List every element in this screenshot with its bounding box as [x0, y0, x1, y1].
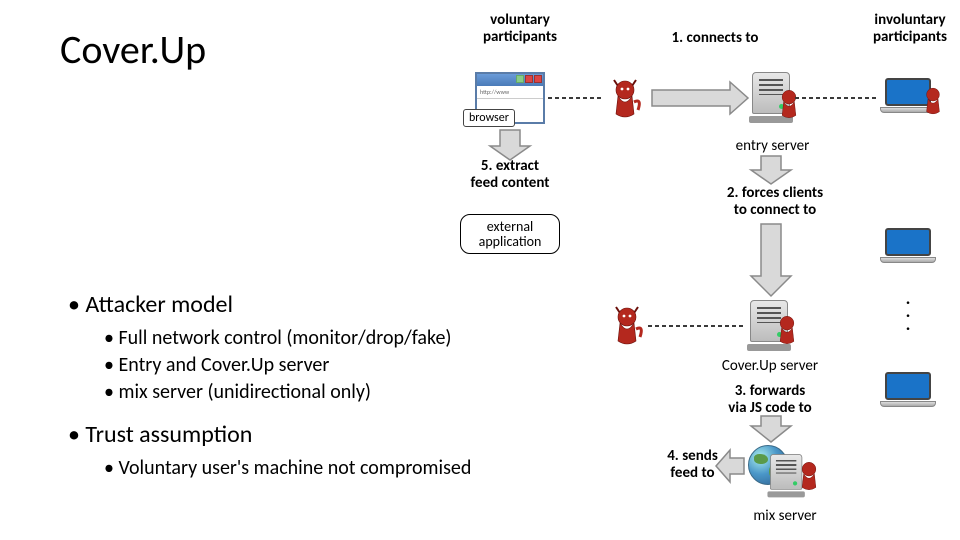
browser-label: browser [463, 109, 515, 127]
bullets-attacker: • Attacker model • Full network control … [68, 290, 451, 406]
devil-icon [776, 88, 802, 120]
slide-title: Cover.Up [60, 25, 206, 74]
label-forces: 2. forces clientsto connect to [710, 185, 840, 220]
external-app-box: externalapplication [460, 214, 560, 254]
bullets-trust: • Trust assumption • Voluntary user's ma… [68, 420, 471, 482]
laptop-icon [880, 228, 936, 266]
devil-icon [796, 460, 822, 492]
devil-icon [774, 314, 800, 346]
label-extract: 5. extractfeed content [455, 158, 565, 193]
devil-icon [610, 305, 644, 347]
bullet-item: • Voluntary user's machine not compromis… [104, 455, 471, 482]
bullet-heading: • Attacker model [68, 290, 451, 319]
label-forwards: 3. forwardsvia JS code to [715, 383, 825, 418]
label-sends-feed: 4. sendsfeed to [660, 448, 725, 483]
bullet-heading: • Trust assumption [68, 420, 471, 449]
bullet-item: • mix server (unidirectional only) [104, 379, 451, 406]
devil-icon [608, 78, 642, 120]
browser-address: http://www [477, 86, 543, 99]
label-mix-server: mix server [735, 508, 835, 525]
ellipsis-icon: ... [898, 290, 918, 330]
devil-icon [920, 86, 946, 116]
label-coverup-server: Cover.Up server [715, 358, 825, 375]
laptop-icon [880, 372, 936, 410]
bullet-item: • Full network control (monitor/drop/fak… [104, 325, 451, 352]
label-involuntary: involuntaryparticipants [855, 12, 960, 47]
label-connects: 1. connects to [660, 30, 770, 47]
label-voluntary: voluntaryparticipants [460, 12, 580, 47]
label-entry-server: entry server [725, 138, 820, 155]
bullet-item: • Entry and Cover.Up server [104, 352, 451, 379]
